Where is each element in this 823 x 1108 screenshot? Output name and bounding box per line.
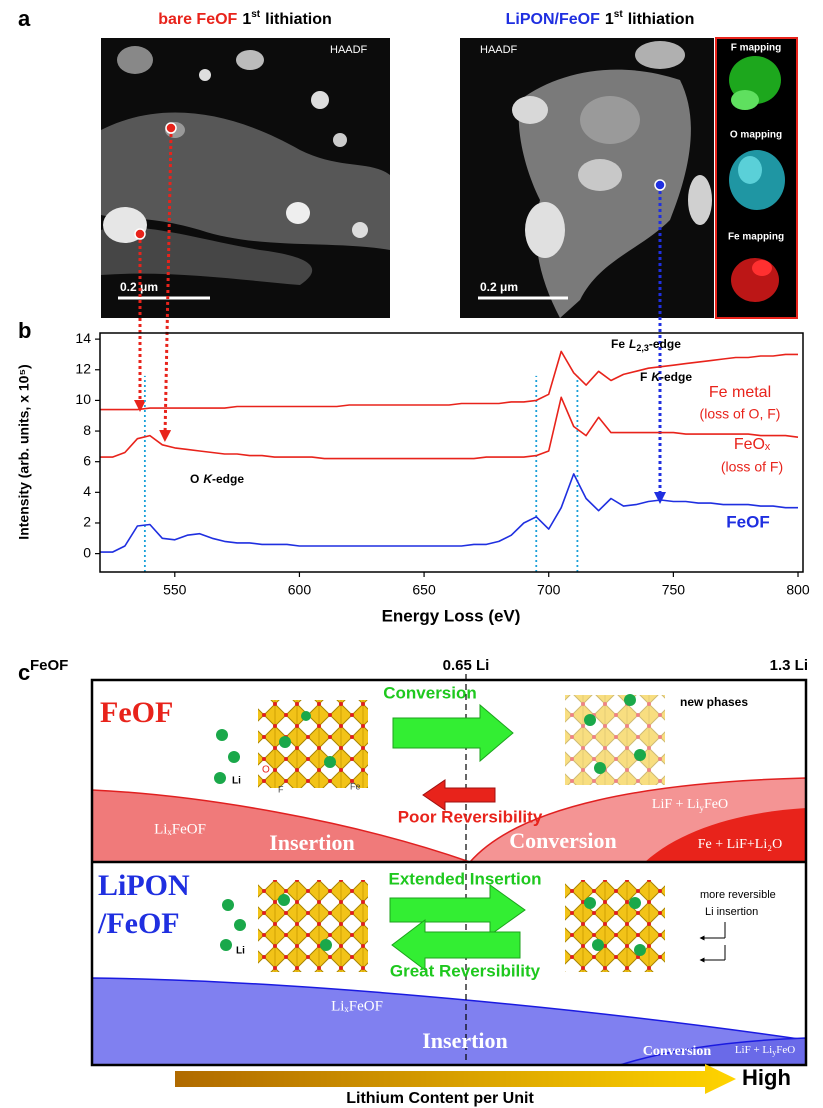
map-label: Fe mapping — [728, 232, 784, 243]
arrow-label: Lithium Content per Unit — [346, 1090, 534, 1107]
edge-subscript: 2,3 — [636, 343, 649, 353]
region-label: Insertion — [269, 830, 355, 855]
spectrum-line — [100, 351, 798, 409]
x-tick-label: 750 — [662, 582, 686, 598]
phase-part: FeO — [704, 797, 728, 812]
element: Fe — [611, 337, 625, 351]
ordinal-suffix: st — [614, 9, 624, 20]
ion-label: Li — [232, 776, 241, 787]
title-rest: lithiation — [265, 11, 332, 28]
panel-label: b — [18, 318, 31, 343]
spectrum-line — [100, 397, 798, 458]
phase-label: LiₓFeOF — [331, 998, 383, 1014]
haadf-image — [101, 38, 390, 318]
map-label: F mapping — [731, 43, 782, 54]
element: O — [190, 472, 199, 486]
x-tick-label: 800 — [786, 582, 810, 598]
forward-label: Conversion — [383, 683, 477, 702]
y-tick-label: 6 — [83, 452, 91, 468]
axis-mid: 0.65 Li — [443, 657, 490, 674]
figure: a b c bare FeOF1stlithiation LiPON/FeOF1… — [0, 0, 823, 1108]
detector-label: HAADF — [330, 44, 368, 56]
system-title: LiPON — [98, 869, 190, 902]
phase-label: Fe + LiF+Li₂O — [698, 837, 782, 852]
y-tick-label: 4 — [83, 483, 91, 499]
phase-part: FeO — [776, 1044, 795, 1056]
forward-label: Extended Insertion — [388, 869, 541, 888]
series-label: Fe metal — [709, 384, 771, 401]
y-tick-label: 14 — [75, 330, 91, 346]
atom-label: F — [278, 784, 284, 794]
ion-label: Li — [236, 946, 245, 957]
series-note: (loss of F) — [721, 459, 783, 475]
phase-part: LiF + Li — [652, 797, 700, 812]
image-title: bare FeOF 1st lithiation — [158, 9, 332, 29]
edge-suffix: -edge — [660, 370, 692, 384]
x-tick-label: 550 — [163, 582, 187, 598]
phase-label: LiₓFeOF — [154, 821, 206, 837]
y-tick-label: 12 — [75, 360, 91, 376]
edge-label: FK-edge — [640, 370, 692, 384]
phase-label: LiF + LiyFeO — [735, 1044, 795, 1057]
backward-label: Poor Reversibility — [398, 807, 543, 826]
series-label: FeOF — [726, 512, 769, 531]
ordinal: 1 — [605, 11, 614, 28]
axis-start: FeOF — [30, 657, 68, 674]
y-axis-label: Intensity (arb. units, x 10⁵) — [16, 364, 32, 539]
series-label: FeOₓ — [734, 436, 771, 453]
region-label: Conversion — [643, 1044, 712, 1059]
region-label: Conversion — [509, 828, 617, 853]
ordinal: 1 — [242, 11, 251, 28]
note: Li insertion — [705, 906, 758, 918]
edge-suffix: -edge — [649, 337, 681, 351]
haadf-image — [460, 38, 797, 318]
shell: L — [629, 337, 636, 351]
x-tick-label: 650 — [412, 582, 436, 598]
y-tick-label: 10 — [75, 391, 91, 407]
panel-label: c — [18, 660, 30, 685]
y-tick-label: 0 — [83, 544, 91, 560]
element: F — [640, 370, 647, 384]
scale-bar-label: 0.2 μm — [480, 280, 518, 294]
product-note: new phases — [680, 695, 748, 709]
phase-label: LiF + LiyFeO — [652, 797, 728, 813]
sample: bare FeOF — [158, 11, 237, 28]
x-tick-label: 700 — [537, 582, 561, 598]
x-axis-label: Energy Loss (eV) — [382, 606, 521, 625]
detector-label: HAADF — [480, 44, 518, 56]
title-rest: lithiation — [628, 11, 695, 28]
spectrum-chart: 0 2 4 6 8 10 12 14 550 600 650 700 750 800 Fe metal (lo… — [75, 330, 809, 598]
axis-end: 1.3 Li — [770, 657, 808, 674]
x-tick-label: 600 — [288, 582, 312, 598]
sample: LiPON/FeOF — [506, 11, 600, 28]
system-title: /FeOF — [97, 907, 180, 940]
arrow-end-label: High — [742, 1065, 791, 1090]
image-title: LiPON/FeOF 1st lithiation — [506, 9, 695, 29]
edge-suffix: -edge — [212, 472, 244, 486]
backward-label: Great Reversibility — [390, 961, 541, 980]
y-tick-label: 8 — [83, 422, 91, 438]
y-tick-label: 2 — [83, 514, 91, 530]
note: more reversible — [700, 889, 776, 901]
atom-label: Fe — [350, 781, 361, 791]
map-label: O mapping — [730, 130, 782, 141]
system-title: FeOF — [100, 696, 173, 729]
panel-label: a — [18, 6, 31, 31]
edge-label: Fe L2,3-edge — [611, 337, 681, 353]
atom-label: O — [262, 765, 270, 776]
ordinal-suffix: st — [251, 9, 261, 20]
phase-part: LiF + Li — [735, 1044, 772, 1056]
series-note: (loss of O, F) — [700, 406, 781, 422]
region-label: Insertion — [422, 1028, 508, 1053]
